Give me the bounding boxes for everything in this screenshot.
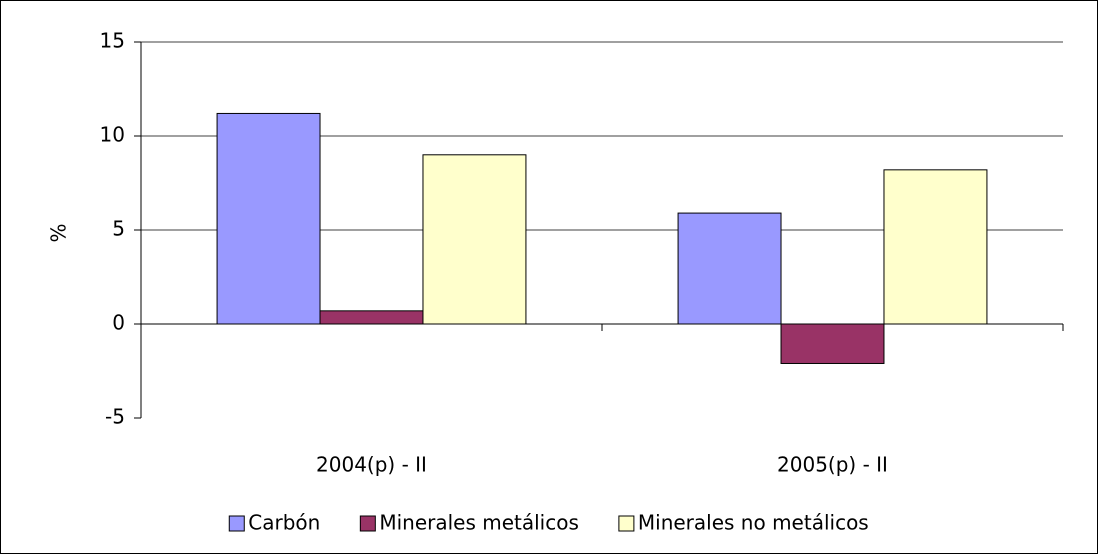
bar — [319, 310, 424, 325]
legend-swatch — [228, 515, 245, 532]
y-tick-label: 5 — [112, 217, 125, 241]
y-tick-label: 15 — [100, 29, 125, 53]
y-axis-label: % — [47, 223, 71, 242]
bar — [677, 212, 782, 325]
legend-swatch — [618, 515, 635, 532]
bar — [216, 112, 321, 325]
bar — [780, 323, 885, 364]
y-tick-label: 10 — [100, 123, 125, 147]
y-tick-label: 0 — [112, 311, 125, 335]
x-tick-label: 2005(p) - II — [777, 453, 888, 477]
legend-label: Minerales no metálicos — [638, 511, 869, 535]
legend-label: Carbón — [248, 511, 320, 535]
legend-swatch — [359, 515, 376, 532]
legend-label: Minerales metálicos — [379, 511, 579, 535]
bar — [422, 154, 527, 325]
y-tick-label: -5 — [105, 405, 125, 429]
bar — [883, 169, 988, 325]
x-tick-label: 2004(p) - II — [316, 453, 427, 477]
